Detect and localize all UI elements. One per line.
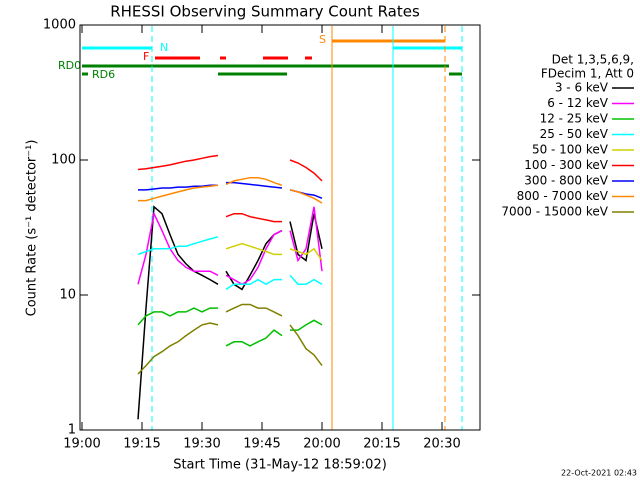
timestamp: 22-Oct-2021 02:43 (561, 469, 637, 478)
series-line (137, 236, 323, 291)
x-axis-label: Start Time (31-May-12 18:59:02) (173, 458, 387, 473)
series-line (137, 154, 323, 223)
status-flags (82, 39, 462, 76)
annotation: F (143, 50, 149, 63)
annotation: N (160, 41, 168, 54)
legend-title: Det 1,3,5,6,9, (552, 53, 634, 67)
legend-label: 7000 - 15000 keV (501, 205, 608, 219)
plot-frame (79, 24, 481, 431)
series-line (225, 242, 323, 261)
y-tick-label: 1 (68, 423, 76, 438)
legend-label: 3 - 6 keV (555, 81, 609, 95)
x-tick-label: 19:00 (63, 437, 100, 452)
annotation: RD0 (58, 59, 81, 72)
legend-title: FDecim 1, Att 0 (541, 67, 634, 81)
annotation: RD6 (92, 68, 115, 81)
legend-label: 25 - 50 keV (540, 127, 609, 141)
legend-label: 6 - 12 keV (547, 96, 609, 110)
series-line (137, 303, 323, 375)
y-tick-label: 10 (59, 288, 76, 303)
x-tick-label: 19:15 (123, 437, 160, 452)
x-tick-label: 20:00 (303, 437, 340, 452)
x-tick-label: 20:15 (363, 437, 400, 452)
series-line (137, 307, 323, 347)
x-tick-label: 19:45 (243, 437, 280, 452)
legend-label: 12 - 25 keV (540, 112, 609, 126)
x-tick-label: 20:30 (423, 437, 460, 452)
y-axis-label: Count Rate (s⁻¹ detector⁻¹) (25, 140, 40, 317)
annotation: S (319, 33, 326, 46)
legend-label: 100 - 300 keV (524, 158, 608, 172)
legend-label: 800 - 7000 keV (517, 189, 609, 203)
series-line (138, 176, 323, 204)
chart-title: RHESSI Observing Summary Count Rates (110, 3, 420, 21)
y-tick-label: 1000 (43, 18, 76, 33)
x-tick-label: 19:30 (183, 437, 220, 452)
legend-label: 300 - 800 keV (524, 174, 608, 188)
legend-label: 50 - 100 keV (532, 143, 609, 157)
y-tick-label: 100 (51, 153, 76, 168)
